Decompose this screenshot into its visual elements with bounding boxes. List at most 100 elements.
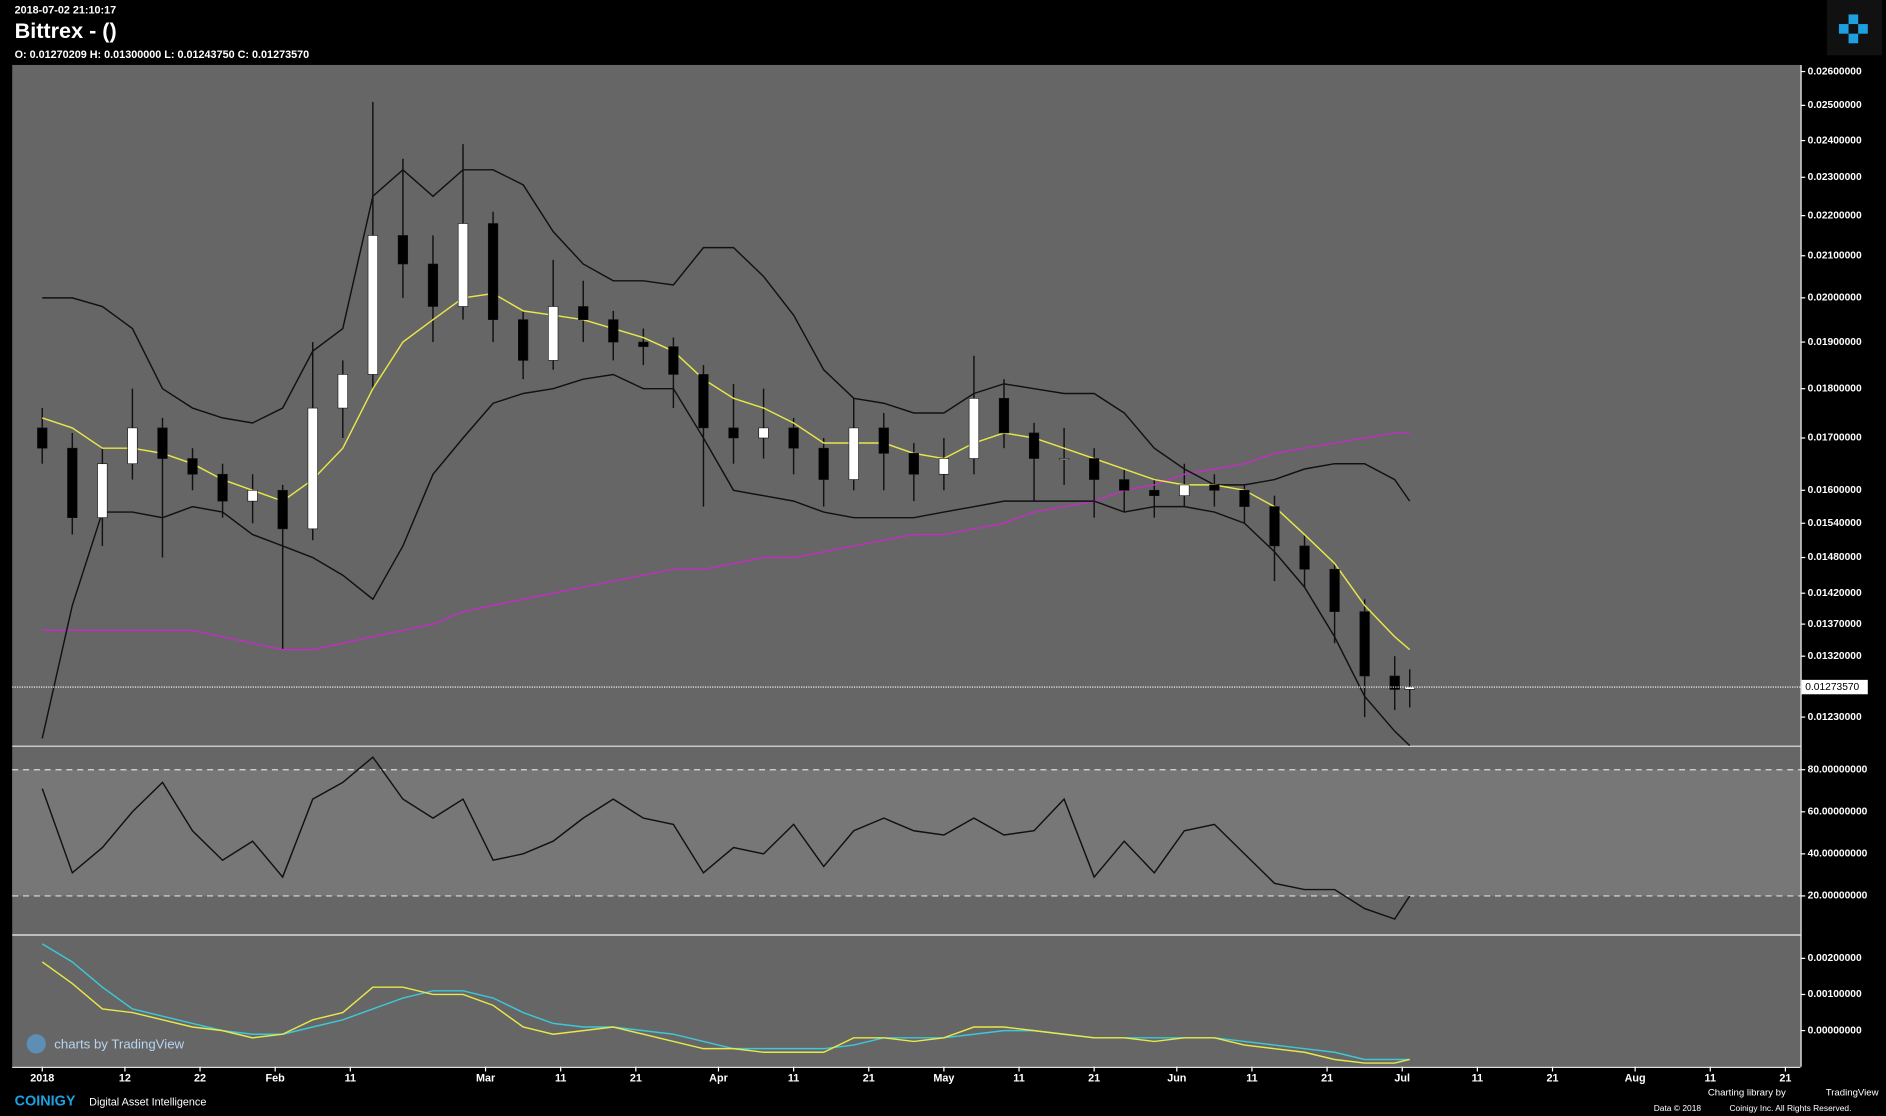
candle-body xyxy=(1239,489,1250,507)
indicator-line xyxy=(42,292,1411,651)
candle-body xyxy=(1058,458,1070,461)
indicator-line xyxy=(41,373,1411,747)
logo xyxy=(1826,0,1883,56)
candle-body xyxy=(157,427,168,459)
candle-body xyxy=(1209,484,1220,491)
x-tick-label: Aug xyxy=(1625,1073,1646,1085)
y-tick-label: 0.00000000 xyxy=(1808,1025,1862,1036)
x-tick-label: 2018 xyxy=(30,1073,54,1085)
last-price-box xyxy=(1801,679,1868,695)
candle-body xyxy=(397,235,409,265)
y-tick-label: 40.00000000 xyxy=(1808,849,1868,860)
candle-body xyxy=(908,453,919,475)
x-tick-label: 12 xyxy=(119,1073,131,1085)
candle-body xyxy=(698,374,709,429)
x-tick-label: Apr xyxy=(709,1073,728,1085)
candle-body xyxy=(1389,675,1400,690)
indicator-line xyxy=(41,961,1410,1064)
candle-body xyxy=(1028,432,1040,459)
candle-body xyxy=(367,235,378,375)
y-tick-label: 0.01540000 xyxy=(1808,518,1862,529)
candle-body xyxy=(127,427,138,465)
x-tick-label: 21 xyxy=(630,1073,642,1085)
x-tick-label: 11 xyxy=(1705,1073,1716,1085)
candle-body xyxy=(247,489,258,502)
y-tick-label: 0.01230000 xyxy=(1808,712,1862,723)
y-tick-label: 60.00000000 xyxy=(1808,806,1868,817)
x-tick-label: 21 xyxy=(1779,1073,1791,1085)
candle-body xyxy=(487,223,499,320)
y-tick-label: 0.01480000 xyxy=(1808,552,1862,563)
last-price-label: 0.01273570 xyxy=(1805,682,1859,693)
title: Bittrex - () xyxy=(15,18,117,43)
macd-panel xyxy=(12,935,1801,1067)
candle-body xyxy=(938,458,950,475)
tagline: Digital Asset Intelligence xyxy=(89,1097,206,1109)
library: Charting library by xyxy=(1708,1088,1786,1099)
x-tick-label: 11 xyxy=(788,1073,799,1085)
copyright: Data © 2018 xyxy=(1654,1103,1702,1113)
candle-body xyxy=(548,306,559,361)
x-tick-label: Jul xyxy=(1394,1073,1410,1085)
candle-body xyxy=(878,427,889,454)
candle-body xyxy=(427,263,439,307)
y-tick-label: 0.01900000 xyxy=(1808,337,1862,348)
indicator-line xyxy=(42,168,1411,502)
brand: COINIGY xyxy=(15,1093,76,1109)
x-tick-label: 11 xyxy=(1246,1073,1257,1085)
y-tick-label: 0.01800000 xyxy=(1808,383,1862,394)
y-tick-label: 80.00000000 xyxy=(1808,764,1868,775)
watermark-icon xyxy=(26,1034,46,1054)
x-tick-label: Jun xyxy=(1167,1073,1186,1085)
library-name: TradingView xyxy=(1826,1088,1879,1099)
candle-body xyxy=(1149,489,1160,496)
candle-body xyxy=(998,398,1010,434)
x-tick-label: 21 xyxy=(1321,1073,1333,1085)
x-tick-label: 21 xyxy=(863,1073,875,1085)
candle-body xyxy=(518,319,529,361)
price-panel xyxy=(12,64,1801,746)
y-tick-label: 0.02100000 xyxy=(1808,250,1862,261)
logo-box xyxy=(1826,0,1883,56)
candle-body xyxy=(1269,506,1280,547)
y-tick-label: 0.02500000 xyxy=(1808,100,1862,111)
candle-body xyxy=(1089,458,1100,480)
timestamp: 2018-07-02 21:10:17 xyxy=(15,5,117,17)
x-tick-label: 11 xyxy=(1013,1073,1024,1085)
candle-body xyxy=(1359,611,1370,677)
x-tick-label: 11 xyxy=(345,1073,356,1085)
rsi-band xyxy=(12,769,1801,896)
x-tick-label: 11 xyxy=(555,1073,566,1085)
candle-body xyxy=(457,223,469,307)
candle-body xyxy=(37,427,48,449)
candle-body xyxy=(217,473,228,502)
candle-body xyxy=(848,427,859,480)
x-tick-label: 11 xyxy=(1472,1073,1483,1085)
candle-body xyxy=(758,427,769,439)
candle-body xyxy=(97,463,108,518)
candle-body xyxy=(818,447,829,480)
candle-body xyxy=(668,346,679,375)
candle-body xyxy=(1329,568,1340,612)
indicator-line xyxy=(42,432,1410,651)
x-tick-label: 22 xyxy=(194,1073,206,1085)
y-tick-label: 0.02400000 xyxy=(1808,135,1862,146)
logo-square xyxy=(1848,14,1859,25)
candle-body xyxy=(337,374,348,409)
x-tick-label: 21 xyxy=(1088,1073,1100,1085)
y-tick-label: 0.02600000 xyxy=(1808,66,1862,77)
logo-square xyxy=(1858,24,1868,34)
y-tick-label: 20.00000000 xyxy=(1808,891,1868,902)
candle-body xyxy=(187,458,198,475)
y-tick-label: 0.02300000 xyxy=(1808,172,1862,183)
y-tick-label: 0.01370000 xyxy=(1808,619,1862,630)
logo-square xyxy=(1848,33,1859,44)
x-tick-label: Feb xyxy=(266,1073,286,1085)
candle-body xyxy=(968,398,980,459)
candle-body xyxy=(277,489,288,530)
candle-body xyxy=(307,407,318,530)
candle-body xyxy=(1299,545,1310,570)
x-tick-label: Mar xyxy=(476,1073,496,1085)
